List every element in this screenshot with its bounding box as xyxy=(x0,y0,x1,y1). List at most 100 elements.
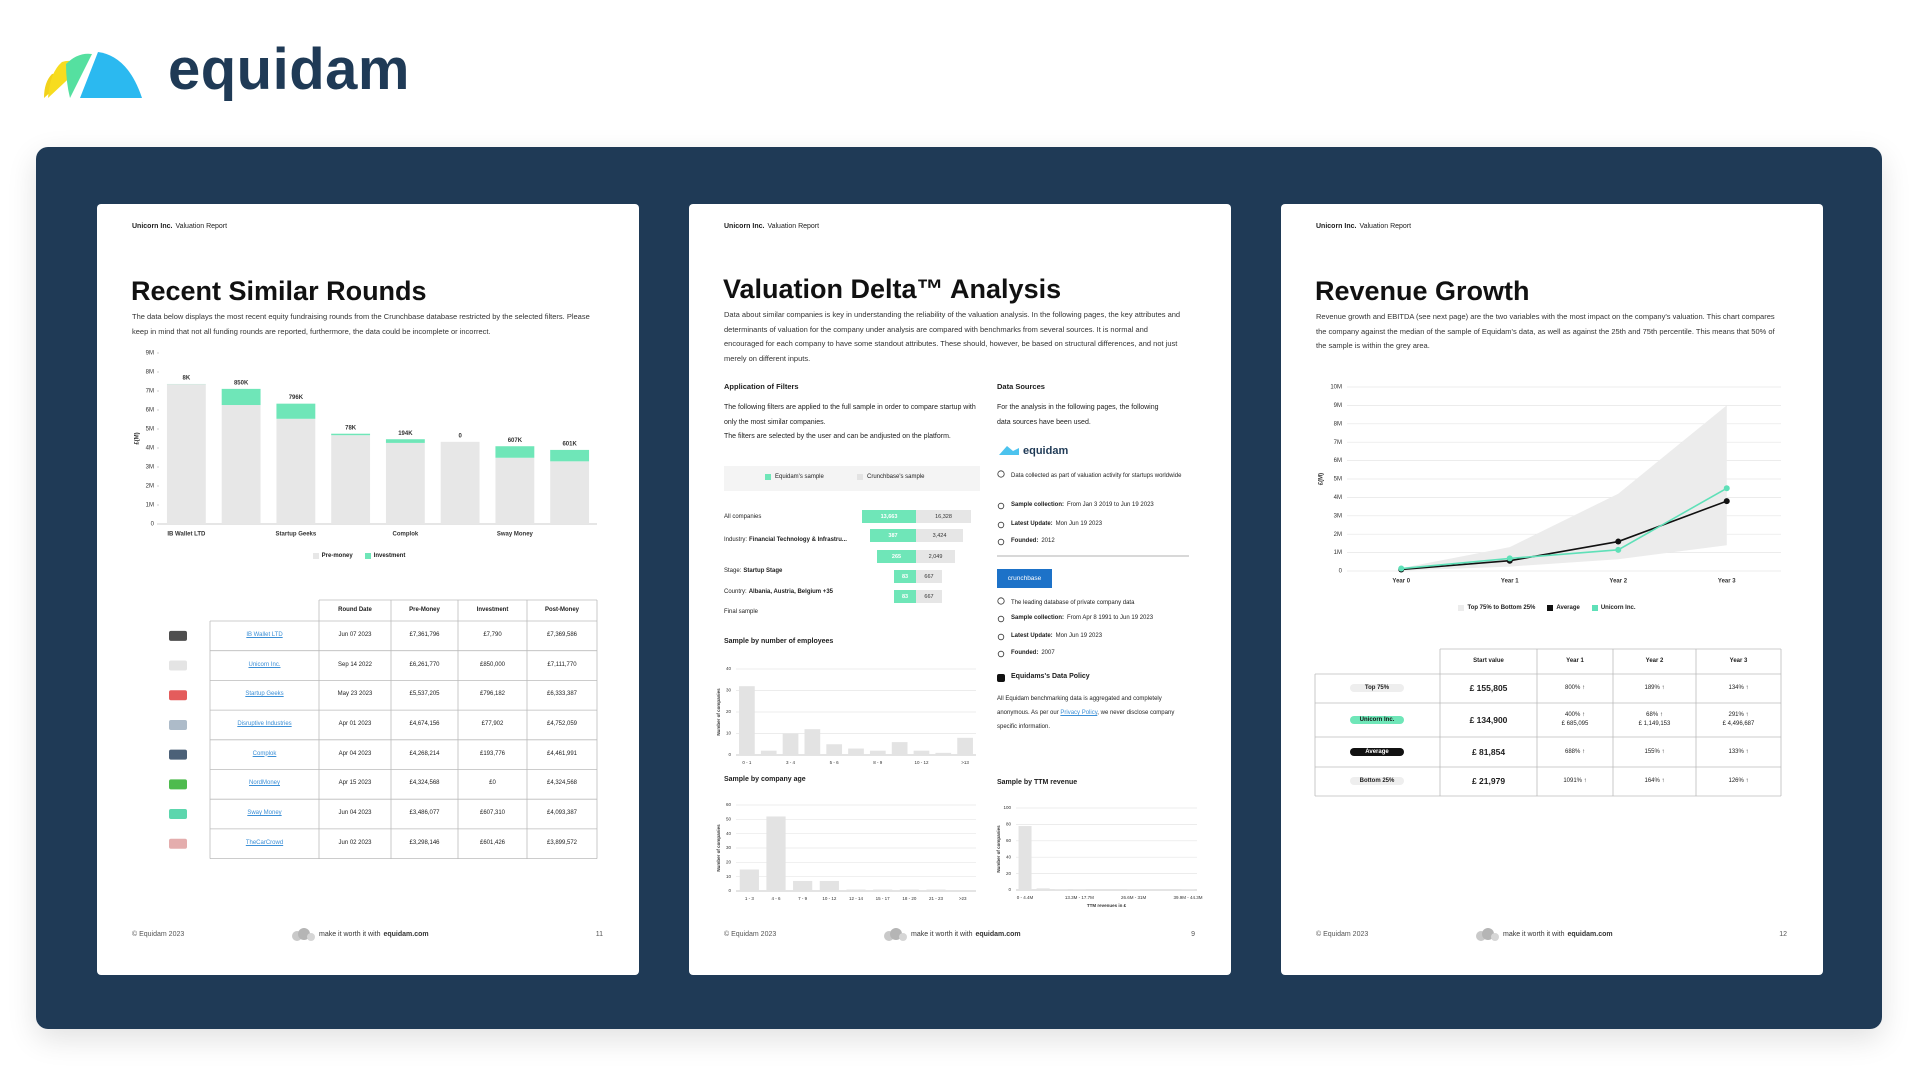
tagline: make it worth it with xyxy=(1503,931,1565,938)
bar xyxy=(935,752,952,755)
report-doc: Valuation Report xyxy=(767,223,820,230)
filter-value: Financial Technology & Infrastru... xyxy=(749,537,847,543)
table-cell: Apr 15 2023 xyxy=(338,780,372,787)
filters-text: The following filters are applied to the… xyxy=(724,404,976,426)
bar xyxy=(1054,889,1068,890)
cell-line: 189% ↑ xyxy=(1644,685,1665,691)
table-cell: 1091% ↑ xyxy=(1537,777,1613,786)
y-tick-label: 20 xyxy=(726,860,732,865)
bar xyxy=(1181,889,1195,890)
policy-text-after: , we never disclose company specific inf… xyxy=(997,710,1175,730)
tagline: make it worth it with xyxy=(319,931,381,938)
y-tick-label: 0 xyxy=(1339,569,1343,575)
cell-line: 155% ↑ xyxy=(1644,748,1665,755)
footer-icon xyxy=(307,933,315,941)
table-cell: £ 134,900 xyxy=(1440,714,1537,725)
bar xyxy=(869,750,886,755)
privacy-link[interactable]: Privacy Policy xyxy=(1060,710,1098,716)
company-logo xyxy=(169,809,187,820)
company-link[interactable]: TheCarCrowd xyxy=(245,839,284,846)
report-label: Unicorn Inc. Valuation Report xyxy=(1316,223,1411,230)
y-tick-label: 100 xyxy=(1003,805,1011,810)
item-label: Sample collection: xyxy=(1011,502,1065,508)
funnel-crunchbase xyxy=(916,529,963,542)
funnel-equidam xyxy=(870,529,916,542)
y-tick-label: 7M xyxy=(146,389,154,395)
cell-line: 68% ↑ xyxy=(1646,712,1663,718)
x-tick-label: 13.3M - 17.7M xyxy=(1065,895,1094,900)
company-link[interactable]: Unicorn Inc. xyxy=(248,661,281,668)
intro: The data below displays the most recent … xyxy=(132,312,590,336)
y-axis-label: Number of companies xyxy=(716,824,721,872)
page-number: 9 xyxy=(1191,931,1195,938)
cell-line: £ 685,095 xyxy=(1561,721,1589,727)
company-link[interactable]: Disruptive Industries xyxy=(237,720,292,727)
section-heading: Application of Filters xyxy=(724,382,799,391)
y-tick-label: 3M xyxy=(146,465,154,471)
legend-swatch xyxy=(364,553,371,559)
item-label: Latest Update: xyxy=(1011,633,1053,639)
cell-line: £ 134,900 xyxy=(1469,714,1508,725)
filter-label: All companies xyxy=(724,511,856,524)
report-page: 0 1M 2M 3M 4M 5M 6M 7M 8M 9M £(M) IB Wallet LTD 8K 85… xyxy=(97,204,639,975)
table-cell: £4,268,214 xyxy=(409,750,440,757)
bar xyxy=(221,405,261,524)
cell-line: £ 4,496,687 xyxy=(1722,721,1755,727)
y-tick-label: 8M xyxy=(1334,421,1342,427)
company-link[interactable]: NordMoney xyxy=(248,780,280,787)
bar xyxy=(385,442,425,524)
funnel-crunchbase xyxy=(916,570,942,583)
legend-item: Investment xyxy=(364,553,405,559)
table-header: Round Date xyxy=(338,607,372,613)
bar xyxy=(782,733,799,755)
intro: Revenue growth and EBITDA (see next page… xyxy=(1316,312,1775,350)
table-cell: 800% ↑ xyxy=(1537,684,1613,693)
cell-line: 1091% ↑ xyxy=(1563,778,1587,784)
bar xyxy=(550,449,590,462)
y-tick-label: 9M xyxy=(146,351,154,357)
y-tick-label: 40 xyxy=(726,831,732,836)
y-tick-label: 4M xyxy=(1334,495,1342,501)
table-cell: Jun 02 2023 xyxy=(338,839,372,846)
table-cell: £4,752,059 xyxy=(546,720,578,727)
source-item: Sample collection: From Jan 3 2019 to Jun… xyxy=(1011,502,1154,508)
y-tick-label: 40 xyxy=(726,666,732,671)
x-tick-label: Year 3 xyxy=(1718,579,1736,585)
report-company: Unicorn Inc. xyxy=(724,223,765,230)
cell-line: 133% ↑ xyxy=(1728,748,1749,755)
point xyxy=(1615,538,1622,545)
table-cell: Sep 14 2022 xyxy=(337,661,373,668)
company-link[interactable]: IB Wallet LTD xyxy=(246,631,283,638)
x-tick-label: 21 - 23 xyxy=(929,896,944,901)
y-tick-label: 3M xyxy=(1334,513,1342,519)
row-label: Bottom 25% xyxy=(1350,777,1404,785)
bar xyxy=(331,433,371,436)
y-axis-label: £(M) xyxy=(1319,473,1325,485)
company-logo xyxy=(169,660,187,671)
bar xyxy=(913,750,930,755)
filter-label: Stage: Startup Stage xyxy=(724,565,856,578)
table-cell: £7,361,796 xyxy=(409,631,440,638)
page-graphics: 0 1M 2M 3M 4M 5M 6M 7M 8M 9M 10M £(M) Year 0 Year 1 Ye… xyxy=(1314,385,1782,941)
y-tick-label: 80 xyxy=(1006,822,1012,827)
y-tick-label: 2M xyxy=(146,484,154,490)
report-page: 13,663 16,328 387 3,424 265 2,049 83 667 83 667 0 1… xyxy=(689,204,1231,975)
table-header: Year 1 xyxy=(1566,658,1584,664)
footer-copyright: © Equidam 2023 xyxy=(132,931,185,938)
company-link[interactable]: Complok xyxy=(252,750,277,757)
table-cell: £796,182 xyxy=(479,691,506,698)
point xyxy=(1723,485,1730,492)
filter-value: Startup Stage xyxy=(743,568,783,574)
cell-line: 134% ↑ xyxy=(1728,685,1749,691)
company-link[interactable]: Sway Money xyxy=(247,810,282,817)
company-link[interactable]: Startup Geeks xyxy=(245,691,284,698)
item-icon xyxy=(997,521,1005,529)
y-tick-label: 30 xyxy=(726,845,732,850)
report-company: Unicorn Inc. xyxy=(132,223,173,230)
table-cell: £0 xyxy=(489,780,496,787)
value-label: 78K xyxy=(345,425,357,431)
y-tick-label: 50 xyxy=(726,817,732,822)
chart-title: Sample by number of employees xyxy=(724,638,834,645)
table-header: Year 3 xyxy=(1729,658,1748,664)
x-tick-label: 18 - 20 xyxy=(902,896,917,901)
